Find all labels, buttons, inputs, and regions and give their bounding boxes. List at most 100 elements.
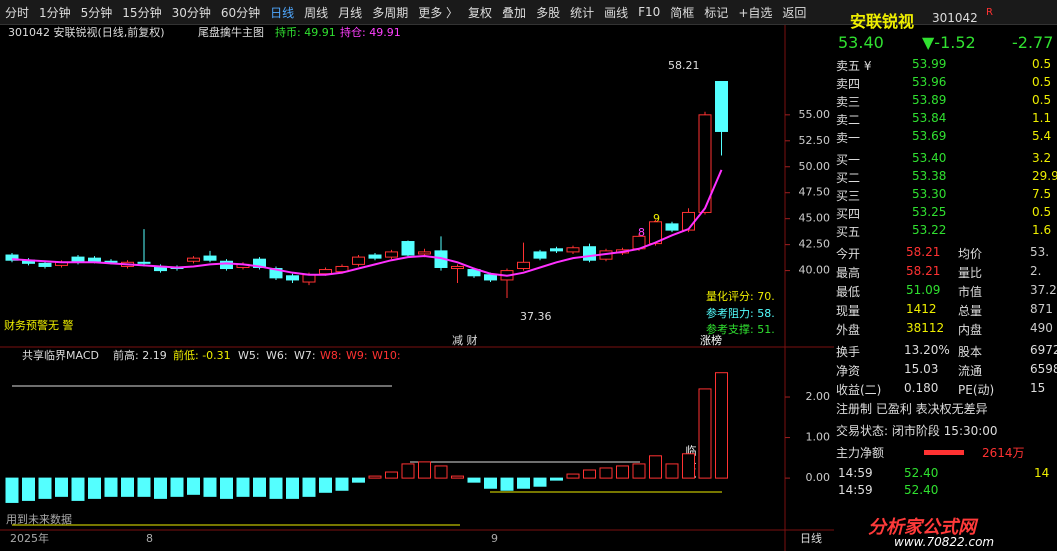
toolbar-item[interactable]: F10 (638, 5, 661, 19)
candle-body (88, 257, 101, 262)
stat-value: 490 (1030, 321, 1053, 335)
macd-bar (599, 467, 613, 479)
candle-body (385, 251, 398, 258)
candle-body (484, 274, 497, 281)
book-price: 53.84 (912, 111, 947, 125)
book-volume: 5.4 (1032, 129, 1052, 143)
toolbar-item[interactable]: 返回 (782, 5, 807, 20)
w: W8: (320, 349, 342, 362)
toolbar-item[interactable]: 多周期 (372, 5, 409, 20)
macd-bar (616, 465, 629, 479)
w: W9: (346, 349, 368, 362)
macd-bar (286, 477, 299, 499)
stat-label: 换手 (836, 345, 861, 359)
book-volume: 7.5 (1032, 187, 1052, 201)
stat-value: 6598 (1030, 362, 1057, 376)
chart-title: 301042 安联锐视(日线,前复权) (8, 25, 165, 39)
macd-bar (484, 477, 497, 489)
toolbar-item[interactable]: 分时 (5, 5, 30, 20)
tag: 减 财 (452, 333, 478, 347)
watermark: 分析家公式网 (868, 517, 976, 538)
chart-area: 301042 安联锐视(日线,前复权) 尾盘擒牛主图 持币: 49.91 持仓:… (0, 25, 834, 551)
macd-bar (170, 477, 184, 497)
macd-bar (434, 465, 448, 479)
book-label: 卖一 (836, 131, 861, 145)
w: W6: (266, 349, 288, 362)
chart-subtitle: 尾盘擒牛主图 (198, 25, 264, 39)
y-tick-label: 0.00 (806, 471, 831, 484)
stat-value: 58.21 (906, 264, 941, 278)
toolbar-item[interactable]: 叠加 (502, 5, 527, 20)
tag: 涨榜 (700, 333, 722, 347)
book-price: 53.40 (912, 151, 947, 165)
moving-average (11, 169, 723, 277)
toolbar-item[interactable]: 画线 (604, 5, 629, 20)
toolbar-item[interactable]: 更多 〉 (418, 5, 459, 20)
toolbar-item[interactable]: 15分钟 (122, 5, 162, 20)
toolbar-item[interactable]: 多股 (536, 5, 561, 20)
toolbar-item[interactable]: 复权 (468, 5, 493, 20)
change: ▼-1.52 (922, 33, 976, 52)
toolbar-item[interactable]: 简框 (670, 5, 695, 20)
candle-body (187, 257, 200, 262)
main-net-label: 主力净额 (836, 446, 885, 460)
candle-body (286, 275, 299, 281)
macd-bar (352, 477, 365, 483)
stat-value: 871 (1030, 302, 1053, 316)
y-tick-label: 55.00 (799, 108, 831, 121)
book-label: 卖二 (836, 113, 861, 127)
stat-label: 现量 (836, 304, 861, 318)
book-price: 53.96 (912, 75, 947, 89)
macd-bar (550, 477, 563, 481)
macd-bar (451, 475, 464, 479)
stat-label: 今开 (836, 247, 861, 261)
hold-pos: 持仓: 49.91 (340, 25, 401, 39)
y-tick-label: 42.50 (799, 238, 831, 251)
price: 53.40 (838, 33, 884, 52)
pct: -2.77 (1012, 33, 1054, 52)
candle-body (550, 248, 563, 252)
net-bar (924, 450, 964, 455)
candle-body (302, 274, 316, 283)
toolbar-item[interactable]: 月线 (338, 5, 363, 20)
period: 日线 (800, 531, 822, 545)
book-price: 53.38 (912, 169, 947, 183)
stat-label: 流通 (958, 364, 983, 378)
toolbar-item[interactable]: 统计 (570, 5, 595, 20)
candle-body (203, 255, 217, 261)
low-mark: 37.36 (520, 310, 552, 323)
toolbar-item[interactable]: 1分钟 (39, 5, 71, 20)
stat-value: 51.09 (906, 283, 941, 297)
toolbar-item[interactable]: 周线 (304, 5, 329, 20)
stat-label: 外盘 (836, 323, 861, 337)
stat-label: 最高 (836, 266, 861, 280)
support: 参考支撑: 51. (706, 322, 775, 336)
warning: 财务预警无 警 (4, 318, 74, 332)
macd-bar (649, 455, 662, 479)
toolbar-item[interactable]: 日线 (270, 5, 295, 20)
macd-bar (319, 477, 332, 493)
candle-body (583, 246, 596, 261)
macd-bar (121, 477, 134, 497)
macd-bar (517, 477, 530, 489)
candle-body (665, 223, 679, 231)
macd-bar (566, 473, 580, 479)
toolbar-item[interactable]: 60分钟 (220, 5, 261, 20)
toolbar-item[interactable]: 30分钟 (171, 5, 211, 20)
macd-bar (104, 477, 118, 497)
macd-bar (55, 477, 68, 497)
macd-bar (467, 477, 481, 483)
stat-label: 股本 (958, 345, 983, 359)
toolbar-item[interactable]: 5分钟 (80, 5, 113, 20)
stat-label: 内盘 (958, 323, 983, 337)
stat-value: 2. (1030, 264, 1042, 278)
book-volume: 0.5 (1032, 205, 1052, 219)
w: W10: (372, 349, 401, 362)
macd-bar (418, 461, 431, 479)
book-volume: 0.5 (1032, 75, 1052, 89)
stat-label: PE(动) (958, 383, 995, 397)
toolbar-item[interactable]: 标记 (704, 5, 729, 20)
toolbar-item[interactable]: +自选 (738, 5, 773, 20)
macd-bar (385, 471, 398, 479)
